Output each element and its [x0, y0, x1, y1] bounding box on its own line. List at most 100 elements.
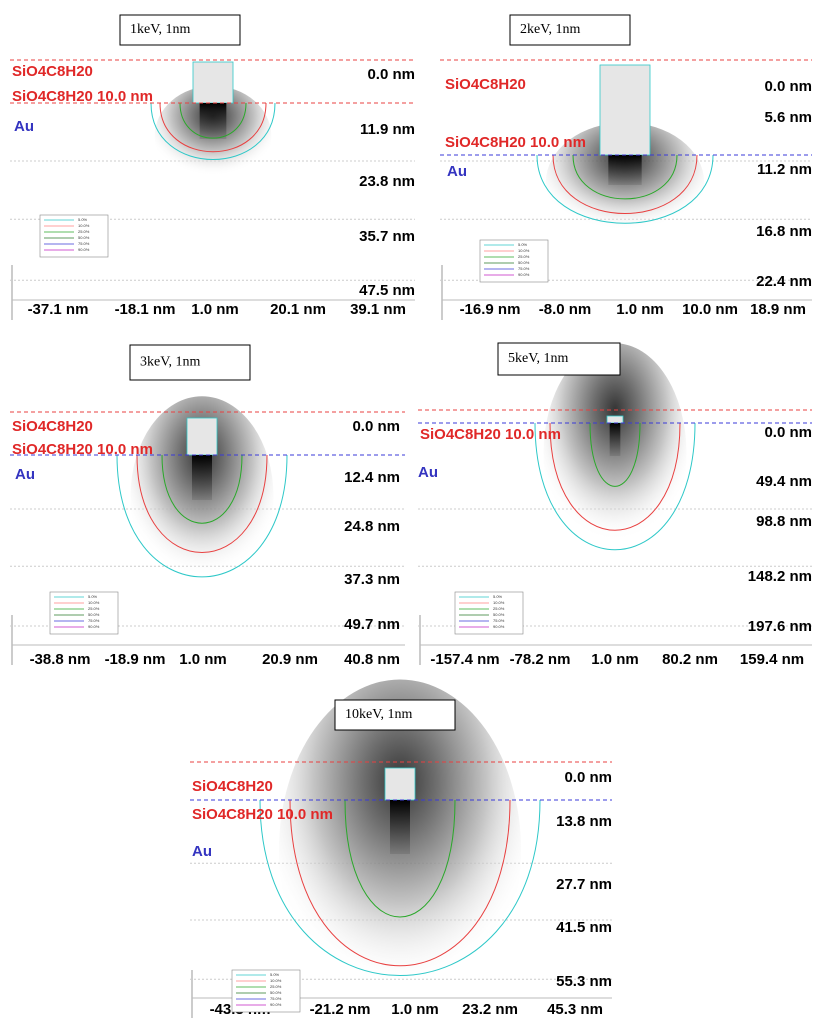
legend-label: 5.0%	[88, 594, 98, 599]
x-tick-label: 18.9 nm	[750, 301, 806, 318]
contour-10	[136, 454, 268, 553]
y-tick-label: 0.0 nm	[564, 769, 612, 786]
panel-title: 1keV, 1nm	[130, 22, 191, 37]
material-label: Au	[14, 118, 34, 135]
layer-label: SiO4C8H20	[12, 63, 93, 80]
contour-5	[534, 422, 696, 551]
legend-label: 10.0%	[518, 248, 530, 253]
contour-10	[549, 422, 681, 531]
legend-label: 25.0%	[88, 606, 100, 611]
x-tick-label: 10.0 nm	[682, 301, 738, 318]
contour-5	[536, 154, 714, 224]
y-tick-label: 23.8 nm	[359, 173, 415, 190]
legend-label: 25.0%	[493, 606, 505, 611]
x-tick-label: 23.2 nm	[462, 1001, 518, 1018]
core	[609, 423, 621, 456]
legend-label: 75.0%	[493, 618, 505, 623]
layer-label: SiO4C8H20	[12, 418, 93, 435]
legend-box	[49, 591, 119, 635]
layer-label: SiO4C8H20 10.0 nm	[192, 806, 333, 823]
material-label: Au	[418, 464, 438, 481]
x-tick-label: -78.2 nm	[510, 651, 571, 668]
legend-label: 75.0%	[88, 618, 100, 623]
contour-10	[552, 154, 698, 214]
core	[192, 455, 212, 500]
x-tick-label: -38.8 nm	[30, 651, 91, 668]
y-tick-label: 5.6 nm	[764, 109, 812, 126]
legend-label: 75.0%	[78, 241, 90, 246]
layer-label: SiO4C8H20	[192, 778, 273, 795]
layer-label: SiO4C8H20 10.0 nm	[12, 441, 153, 458]
panel-title: 2keV, 1nm	[520, 22, 581, 37]
contour-25	[344, 799, 456, 918]
legend-label: 5.0%	[493, 594, 503, 599]
panel: 2keV, 1nm SiO4C8H20 SiO4C8H20 10.0 nm Au 0.0…	[440, 14, 812, 320]
legend-label: 25.0%	[518, 254, 530, 259]
y-tick-label: 37.3 nm	[344, 571, 400, 588]
legend-label: 50.0%	[493, 612, 505, 617]
legend-label: 25.0%	[78, 229, 90, 234]
y-tick-label: 49.4 nm	[756, 473, 812, 490]
x-tick-label: 1.0 nm	[591, 651, 639, 668]
y-tick-label: 27.7 nm	[556, 876, 612, 893]
y-tick-label: 11.9 nm	[360, 121, 415, 138]
core	[199, 103, 227, 139]
x-tick-label: -157.4 nm	[430, 651, 499, 668]
y-tick-label: 41.5 nm	[556, 919, 612, 936]
panel-title: 10keV, 1nm	[345, 707, 413, 722]
title-box	[119, 14, 241, 46]
panel-title: 5keV, 1nm	[508, 351, 569, 366]
legend-label: 90.0%	[78, 247, 90, 252]
y-tick-label: 22.4 nm	[756, 273, 812, 290]
x-tick-label: 159.4 nm	[740, 651, 804, 668]
legend-label: 10.0%	[270, 978, 282, 983]
panel: 1keV, 1nm SiO4C8H20 SiO4C8H20 10.0 nm Au 0.0…	[10, 14, 415, 320]
x-tick-label: -37.1 nm	[28, 301, 89, 318]
y-tick-label: 55.3 nm	[556, 973, 612, 990]
legend-label: 75.0%	[518, 266, 530, 271]
legend-label: 10.0%	[88, 600, 100, 605]
x-tick-label: -16.9 nm	[460, 301, 521, 318]
panel-title: 3keV, 1nm	[140, 355, 201, 370]
x-tick-label: 45.3 nm	[547, 1001, 603, 1018]
contour-25	[572, 154, 678, 200]
y-tick-label: 197.6 nm	[748, 618, 812, 635]
contour-25	[179, 102, 247, 139]
y-tick-label: 24.8 nm	[344, 518, 400, 535]
legend-box	[454, 591, 524, 635]
y-tick-label: 47.5 nm	[359, 282, 415, 299]
x-tick-label: 20.9 nm	[262, 651, 318, 668]
legend-box	[231, 969, 301, 1013]
legend-label: 50.0%	[270, 990, 282, 995]
y-tick-label: 35.7 nm	[359, 228, 415, 245]
legend-label: 90.0%	[88, 624, 100, 629]
contour-10	[159, 102, 267, 153]
contour-10	[289, 799, 511, 967]
y-tick-label: 11.2 nm	[757, 161, 812, 178]
layer-label: SiO4C8H20 10.0 nm	[445, 134, 586, 151]
y-tick-label: 13.8 nm	[556, 813, 612, 830]
core	[608, 155, 642, 185]
core	[390, 800, 410, 854]
legend-label: 90.0%	[493, 624, 505, 629]
contour-5	[150, 102, 276, 160]
contour-5	[259, 799, 541, 976]
y-tick-label: 16.8 nm	[756, 223, 812, 240]
legend-label: 5.0%	[518, 242, 528, 247]
x-tick-label: 1.0 nm	[191, 301, 239, 318]
x-tick-label: 1.0 nm	[391, 1001, 439, 1018]
material-label: Au	[192, 843, 212, 860]
x-tick-label: 80.2 nm	[662, 651, 718, 668]
legend-box	[479, 239, 549, 283]
contour-5	[116, 454, 288, 578]
x-tick-label: 1.0 nm	[616, 301, 664, 318]
legend-label: 50.0%	[78, 235, 90, 240]
legend-box	[39, 214, 109, 258]
material-label: Au	[447, 163, 467, 180]
legend-label: 90.0%	[270, 1002, 282, 1007]
legend-label: 75.0%	[270, 996, 282, 1001]
legend-label: 10.0%	[78, 223, 90, 228]
contour-25	[589, 422, 641, 487]
title-box	[509, 14, 631, 46]
